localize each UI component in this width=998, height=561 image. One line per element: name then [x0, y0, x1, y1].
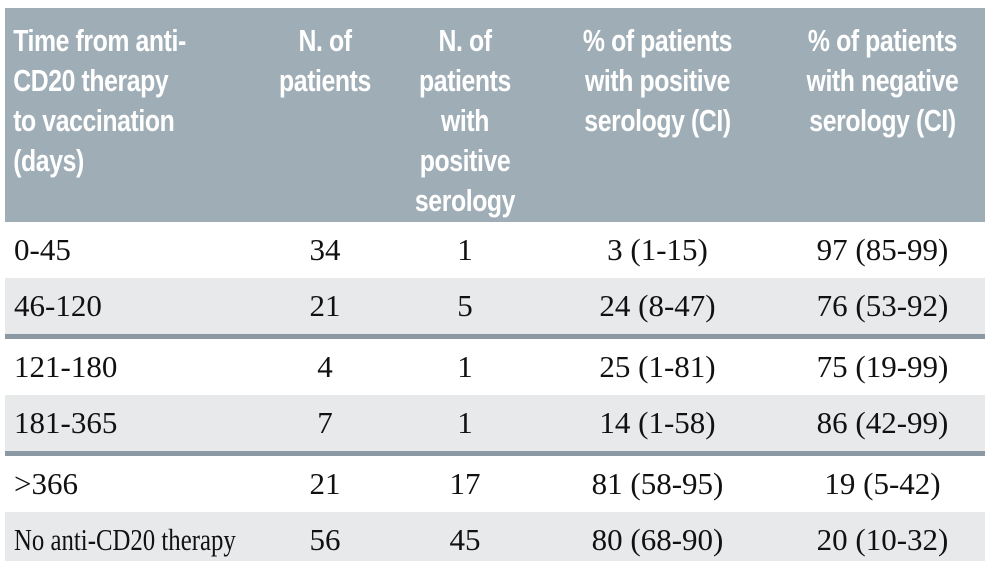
cell-pct-negative: 75 (19-99) — [780, 336, 985, 395]
table-row: 0-45 34 1 3 (1-15) 97 (85-99) — [5, 222, 985, 278]
header-line: with positive — [419, 103, 511, 178]
cell-pct-positive: 25 (1-81) — [535, 336, 780, 395]
table-row: 181-365 7 1 14 (1-58) 86 (42-99) — [5, 395, 985, 456]
cell-pct-negative: 19 (5-42) — [780, 453, 985, 512]
header-line: with positive — [585, 63, 730, 98]
cell-label: No anti-CD20 therapy — [5, 512, 255, 561]
table-row: 46-120 21 5 24 (8-47) 76 (53-92) — [5, 278, 985, 339]
cell-n-positive: 1 — [395, 222, 535, 278]
header-line: N. of — [438, 23, 492, 58]
header-line: CD20 therapy — [13, 63, 169, 98]
col-header-n-positive-serology: N. of patients with positive serology — [395, 8, 535, 222]
header-line: serology (CI) — [584, 103, 731, 138]
cell-pct-positive: 81 (58-95) — [535, 453, 780, 512]
cell-n-patients: 4 — [255, 336, 395, 395]
cell-pct-positive: 3 (1-15) — [535, 222, 780, 278]
header-row: Time from anti- CD20 therapy to vaccinat… — [5, 8, 985, 222]
cell-pct-negative: 97 (85-99) — [780, 222, 985, 278]
cell-pct-negative: 20 (10-32) — [780, 512, 985, 561]
header-line: serology — [414, 183, 516, 218]
cell-pct-positive: 14 (1-58) — [535, 395, 780, 456]
cell-label: 181-365 — [5, 395, 255, 456]
cell-n-positive: 17 — [395, 453, 535, 512]
cell-n-positive: 1 — [395, 395, 535, 456]
cell-n-patients: 7 — [255, 395, 395, 456]
col-header-pct-negative-serology: % of patients with negative serology (CI… — [780, 8, 985, 222]
header-line: Time from anti- — [13, 23, 186, 58]
table-row: >366 21 17 81 (58-95) 19 (5-42) — [5, 453, 985, 512]
cell-label-text: No anti-CD20 therapy — [14, 522, 236, 557]
cell-label: >366 — [5, 453, 255, 512]
table-header: Time from anti- CD20 therapy to vaccinat… — [5, 8, 985, 222]
cell-n-positive: 45 — [395, 512, 535, 561]
cell-n-patients: 21 — [255, 278, 395, 339]
header-line: % of patients — [807, 23, 958, 58]
col-header-pct-positive-serology: % of patients with positive serology (CI… — [535, 8, 780, 222]
cell-n-patients: 34 — [255, 222, 395, 278]
cell-n-patients: 21 — [255, 453, 395, 512]
header-line: N. of — [298, 23, 352, 58]
cell-pct-negative: 76 (53-92) — [780, 278, 985, 339]
serology-table: Time from anti- CD20 therapy to vaccinat… — [5, 8, 985, 561]
header-line: % of patients — [582, 23, 733, 58]
cell-n-positive: 1 — [395, 336, 535, 395]
col-header-time-from-therapy: Time from anti- CD20 therapy to vaccinat… — [5, 8, 255, 222]
cell-label: 0-45 — [5, 222, 255, 278]
table-row: 121-180 4 1 25 (1-81) 75 (19-99) — [5, 336, 985, 395]
cell-pct-positive: 80 (68-90) — [535, 512, 780, 561]
cell-pct-positive: 24 (8-47) — [535, 278, 780, 339]
header-line: patients — [279, 63, 371, 98]
table-body: 0-45 34 1 3 (1-15) 97 (85-99) 46-120 21 … — [5, 222, 985, 561]
col-header-n-patients: N. of patients — [255, 8, 395, 222]
header-line: patients — [419, 63, 511, 98]
cell-pct-negative: 86 (42-99) — [780, 395, 985, 456]
cell-label: 121-180 — [5, 336, 255, 395]
header-line: serology (CI) — [809, 103, 956, 138]
table-row: No anti-CD20 therapy 56 45 80 (68-90) 20… — [5, 512, 985, 561]
header-line: with negative — [806, 63, 959, 98]
cell-n-patients: 56 — [255, 512, 395, 561]
header-line: to vaccination — [13, 103, 175, 138]
cell-label: 46-120 — [5, 278, 255, 339]
header-line: (days) — [13, 143, 84, 178]
cell-n-positive: 5 — [395, 278, 535, 339]
